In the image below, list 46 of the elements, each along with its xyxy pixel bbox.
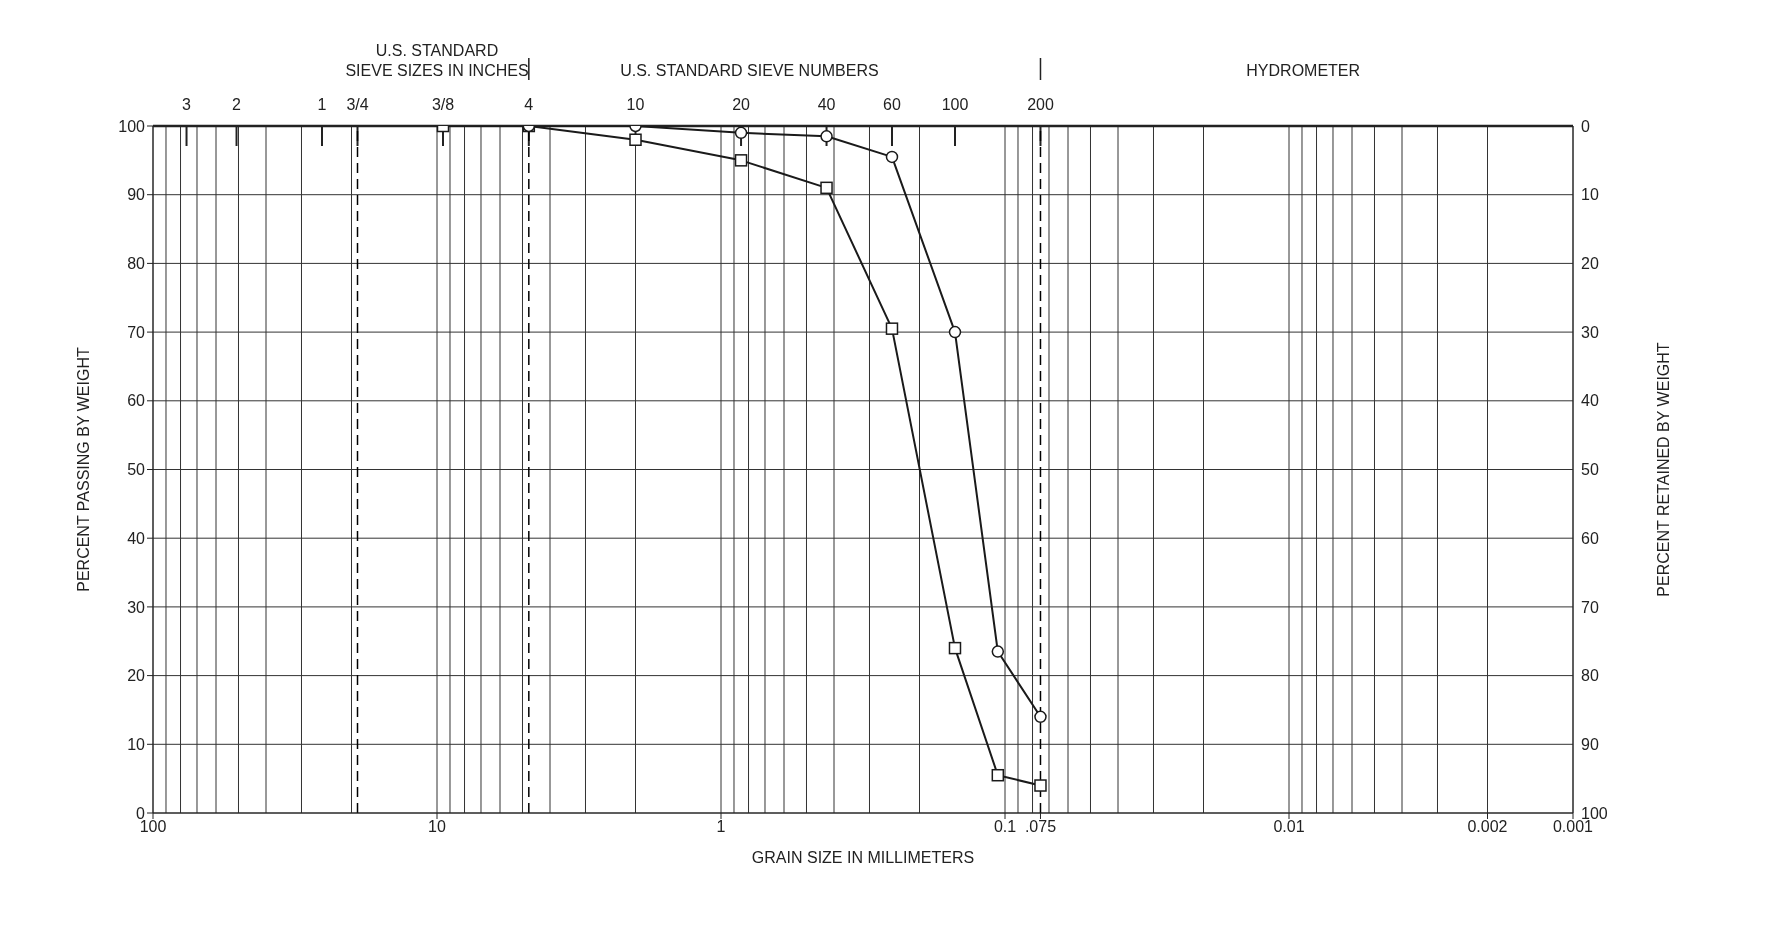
text: 3/4 xyxy=(346,96,369,113)
y-tick-label: 20 xyxy=(127,667,146,685)
text: HYDROMETER xyxy=(1246,62,1361,79)
text: 100 xyxy=(941,96,969,113)
text: U.S. STANDARD SIEVE NUMBERS xyxy=(620,62,879,79)
text: 200 xyxy=(1027,96,1054,113)
text: U.S. STANDARD SIEVE SIZES IN INCHES xyxy=(345,42,529,79)
y2-tick-label: 10 xyxy=(1581,186,1599,204)
text: 40 xyxy=(817,96,836,113)
text: 20 xyxy=(732,96,751,113)
y2-axis-title: PERCENT RETAINED BY WEIGHT xyxy=(1654,342,1672,597)
text: 60 xyxy=(883,96,901,113)
y-tick-label: 60 xyxy=(127,392,146,410)
x-tick-label: 10 xyxy=(428,818,446,836)
y2-tick-label: 30 xyxy=(1581,323,1599,341)
y-tick-label: 40 xyxy=(127,529,146,547)
text: 3/8 xyxy=(431,96,455,113)
y-tick-label: 80 xyxy=(127,255,146,273)
y-tick-label: 90 xyxy=(127,186,146,204)
y-tick-label: 70 xyxy=(127,323,146,341)
x-tick-label: 0.01 xyxy=(1273,818,1305,836)
y-tick-label: 30 xyxy=(127,598,146,616)
y2-tick-label: 60 xyxy=(1581,529,1599,547)
x-tick-label: .075 xyxy=(1024,818,1057,836)
text: 1 xyxy=(317,96,327,113)
text: 4 xyxy=(524,96,534,113)
x-tick-label: 100 xyxy=(139,818,167,836)
text: 2 xyxy=(232,96,242,113)
y2-tick-label: 70 xyxy=(1581,598,1599,616)
text: 10 xyxy=(626,96,645,113)
y2-tick-label: 90 xyxy=(1581,735,1599,753)
text: 3 xyxy=(182,96,192,113)
x-tick-label: 0.001 xyxy=(1552,818,1594,836)
y2-tick-label: 40 xyxy=(1581,392,1599,410)
y-axis-title: PERCENT PASSING BY WEIGHT xyxy=(74,347,92,592)
y-tick-label: 100 xyxy=(118,117,146,135)
y-tick-label: 50 xyxy=(127,461,146,479)
x-tick-label: 0.002 xyxy=(1467,818,1508,836)
x-tick-label: 1 xyxy=(716,818,726,836)
x-tick-label: 0.1 xyxy=(993,818,1017,836)
y2-tick-label: 50 xyxy=(1581,461,1599,479)
y2-tick-label: 20 xyxy=(1581,255,1599,273)
x-axis-title: GRAIN SIZE IN MILLIMETERS xyxy=(751,849,975,866)
y2-tick-label: 0 xyxy=(1581,117,1590,135)
y-tick-label: 10 xyxy=(127,735,146,753)
y2-tick-label: 80 xyxy=(1581,667,1599,685)
